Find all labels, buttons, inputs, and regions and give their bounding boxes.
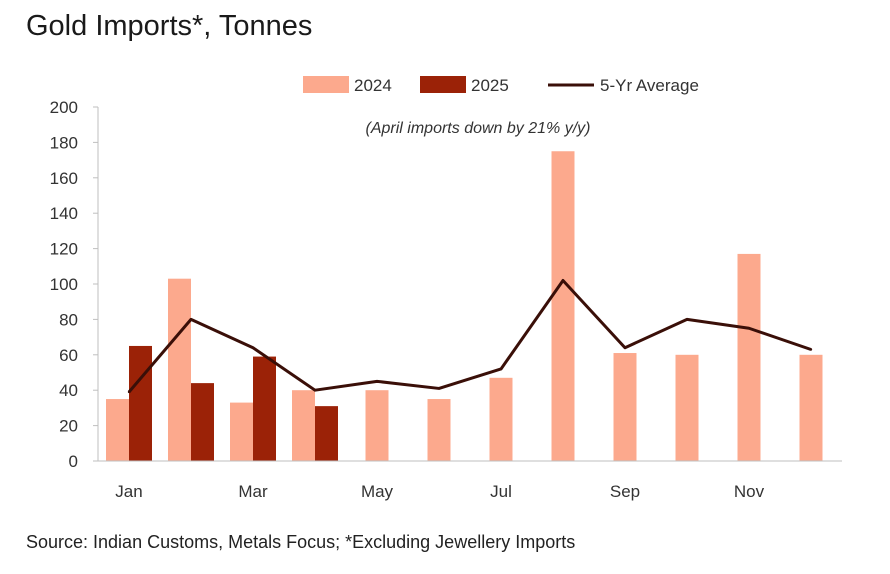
bar-2024-may: [365, 390, 389, 461]
bar-2024-jan: [106, 399, 129, 461]
average-point-jul: [499, 367, 503, 371]
average-line-5yr: [127, 278, 812, 393]
average-point-nov: [747, 327, 751, 330]
bar-2024-jul: [489, 377, 513, 461]
bars: [106, 151, 823, 461]
bar-2025-feb: [191, 383, 214, 461]
y-tick-label: 0: [69, 452, 78, 471]
x-tick-label: Sep: [610, 482, 640, 501]
x-tick-label: Jan: [115, 482, 142, 501]
bar-2024-oct: [675, 354, 699, 461]
y-tick-label: 180: [50, 133, 78, 152]
source-note: Source: Indian Customs, Metals Focus; *E…: [26, 532, 576, 552]
y-tick-label: 80: [59, 310, 78, 329]
legend-label-2024: 2024: [354, 76, 392, 95]
average-line-layer: [127, 278, 813, 394]
bar-2024-mar: [230, 402, 253, 461]
x-tick-label: May: [361, 482, 394, 501]
x-tick-label: Jul: [490, 482, 512, 501]
average-point-apr: [313, 389, 317, 392]
y-tick-label: 120: [50, 240, 78, 259]
average-point-may: [375, 380, 379, 383]
bar-2024-nov: [737, 253, 761, 461]
y-tick-label: 100: [50, 275, 78, 294]
bar-2024-feb: [168, 278, 191, 461]
bar-2024-sep: [613, 353, 637, 461]
average-point-oct: [685, 318, 689, 321]
legend-label-5yr-average: 5-Yr Average: [600, 76, 699, 95]
chart-title: Gold Imports*, Tonnes: [26, 10, 313, 42]
x-tick-label: Mar: [238, 482, 268, 501]
y-tick-label: 200: [50, 98, 78, 117]
bar-2025-mar: [253, 356, 276, 461]
average-point-feb: [189, 318, 193, 321]
legend-swatch-2024: [303, 76, 349, 93]
average-point-dec: [809, 348, 813, 351]
bar-2024-dec: [799, 354, 823, 461]
bar-2024-apr: [292, 390, 315, 461]
average-point-mar: [251, 346, 255, 349]
y-tick-label: 60: [59, 346, 78, 365]
average-point-jan: [127, 390, 131, 394]
y-tick-label: 160: [50, 169, 78, 188]
y-tick-label: 140: [50, 204, 78, 223]
y-tick-label: 20: [59, 417, 78, 436]
average-point-aug: [561, 279, 565, 282]
legend-swatch-2025: [420, 76, 466, 93]
bar-2025-apr: [315, 406, 338, 461]
average-point-jun: [437, 387, 441, 390]
chart-annotation: (April imports down by 21% y/y): [366, 120, 591, 137]
legend-label-2025: 2025: [471, 76, 509, 95]
legend: 2024 2025 5-Yr Average: [303, 76, 699, 95]
bar-2024-jun: [427, 399, 451, 461]
average-point-sep: [623, 346, 627, 349]
bar-2025-jan: [129, 345, 152, 461]
y-axis: 0 20 40 60 80 100 120 140 160 180 200: [50, 98, 99, 471]
x-axis: Jan Mar May Jul Sep Nov: [98, 460, 842, 501]
x-tick-label: Nov: [734, 482, 765, 501]
y-tick-label: 40: [59, 381, 78, 400]
bar-2024-aug: [551, 151, 575, 461]
